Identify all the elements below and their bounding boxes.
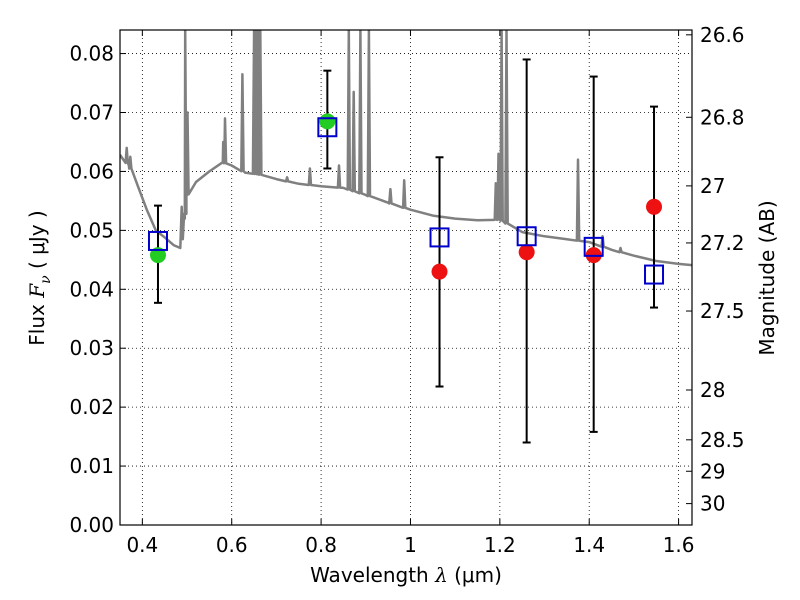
magnitude-tick-label: 28 (700, 378, 725, 402)
errorbars (153, 58, 659, 444)
model-square-marker (644, 264, 665, 285)
y-axis-title-prefix: Flux (25, 298, 49, 346)
x-tick-label: 1 (404, 533, 417, 557)
y-tick-label: 0.02 (69, 395, 114, 419)
magnitude-tick-label: 29 (700, 459, 725, 483)
green-data-point (149, 247, 166, 264)
y-tick-label: 0.06 (69, 159, 114, 183)
y-tick-label: 0.07 (69, 101, 114, 125)
red-data-point (646, 198, 663, 215)
x-axis-title-units: (μm) (448, 563, 502, 587)
x-tick-label: 0.6 (216, 533, 248, 557)
y-tick-label: 0.03 (69, 336, 114, 360)
x-tick-label: 1.2 (484, 533, 516, 557)
y2-axis-title: Magnitude (AB) (755, 200, 779, 355)
x-tick-label: 1.4 (573, 533, 605, 557)
x-tick-label: 0.4 (126, 533, 158, 557)
model-photometry-points (147, 117, 665, 285)
y-axis-title-units: ( μJy ) (25, 210, 49, 275)
magnitude-tick-label: 26.6 (700, 23, 745, 47)
magnitude-tick-label: 27.2 (700, 231, 745, 255)
model-square-marker (317, 117, 338, 138)
y-axis-title: Flux Fν ( μJy ) (25, 210, 54, 345)
magnitude-tick-label: 27.5 (700, 299, 745, 323)
model-square-marker (429, 227, 450, 248)
model-square-marker (583, 236, 604, 257)
x-tick-label: 0.8 (305, 533, 337, 557)
plot-area (120, 30, 692, 444)
y-axis-title-symbol: F (25, 283, 49, 299)
x-axis-title: Wavelength λ (μm) (310, 563, 502, 587)
x-tick-label: 1.6 (663, 533, 695, 557)
magnitude-tick-label: 26.8 (700, 105, 745, 129)
y-tick-label: 0.05 (69, 218, 114, 242)
magnitude-tick-label: 28.5 (700, 428, 745, 452)
magnitude-tick-label: 30 (700, 492, 725, 516)
magnitude-tick-label: 27 (700, 174, 725, 198)
y-tick-label: 0.00 (69, 513, 114, 537)
model-square-marker (147, 230, 168, 251)
y-tick-label: 0.04 (69, 277, 114, 301)
y-tick-label: 0.08 (69, 42, 114, 66)
model-sed-line (120, 30, 692, 267)
red-data-point (431, 263, 448, 280)
green-data-point (319, 113, 336, 130)
magnitude-axis-ticks: 26.6 26.8 27 27.2 27.5 28 28.5 29 30 (686, 23, 745, 516)
x-axis-ticks: 0.4 0.6 0.8 1 1.2 1.4 1.6 (126, 30, 695, 557)
gridlines (120, 30, 692, 526)
model-square-marker (516, 226, 537, 247)
y-axis-title-sub: ν (38, 275, 54, 284)
x-axis-title-prefix: Wavelength (310, 563, 435, 587)
red-data-point (518, 244, 535, 261)
x-axis-title-symbol: λ (434, 563, 448, 587)
y-tick-label: 0.01 (69, 454, 114, 478)
plot-frame (119, 29, 693, 526)
y-axis-ticks: 0.00 0.01 0.02 0.03 0.04 0.05 0.06 0.07 0.08 (69, 42, 126, 537)
